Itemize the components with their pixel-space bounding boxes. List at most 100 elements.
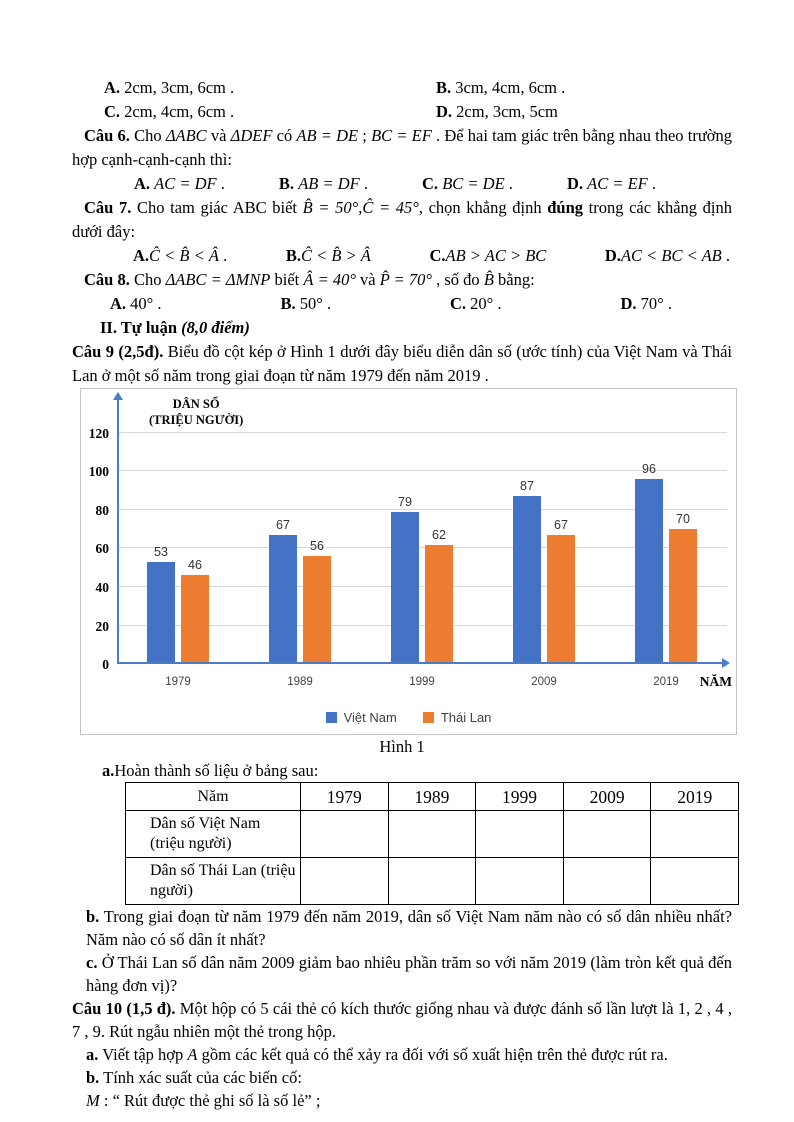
question-10-part-a: a. Viết tập hợp A gồm các kết quả có thể… bbox=[86, 1045, 668, 1064]
option-d: D. 2cm, 3cm, 5cm bbox=[436, 102, 558, 121]
table-empty-cell bbox=[475, 857, 564, 905]
bar-group-1989: 67 56 bbox=[269, 518, 331, 664]
option-a: A. AC = DF . bbox=[134, 174, 225, 193]
bar-1999: 79 bbox=[391, 495, 419, 664]
bar-Thái Lan-1979 bbox=[181, 575, 209, 664]
y-tick-label: 120 bbox=[88, 425, 109, 441]
legend-label: Thái Lan bbox=[440, 710, 492, 725]
gridline bbox=[117, 547, 727, 549]
question-6-text: Câu 6. Cho ΔABC và ΔDEF có AB = DE ; BC … bbox=[72, 126, 732, 169]
table-header-row: Năm 1979 1989 1999 2009 2019 bbox=[125, 782, 739, 811]
option-a: A. 2cm, 3cm, 6cm . bbox=[104, 78, 235, 97]
option-c: C. 20° . bbox=[450, 294, 502, 313]
figure-1-bar-chart: DÂN SỐ (TRIỆU NGƯỜI) 0 20 40 60 80 100 120 53 46… bbox=[80, 388, 737, 735]
bar-1979: 53 bbox=[147, 545, 175, 664]
x-axis-arrow-icon bbox=[722, 658, 730, 668]
bar-value-label: 79 bbox=[398, 494, 412, 509]
bar-groups: 53 46 67 56 79 62 87 67 96 70 bbox=[117, 431, 727, 664]
question-8-text: Câu 8. Cho ΔABC = ΔMNP biết Â = 40° và P… bbox=[84, 270, 535, 289]
y-axis-line bbox=[113, 392, 123, 664]
y-tick-label: 100 bbox=[88, 464, 109, 480]
table-row: Dân số Thái Lan (triệu người) bbox=[125, 857, 739, 905]
x-tick-label: 2009 bbox=[531, 676, 557, 688]
data-fill-table: Năm 1979 1989 1999 2009 2019 Dân số Việt… bbox=[125, 782, 739, 905]
row-label-thailand: Dân số Thái Lan (triệu người) bbox=[125, 857, 301, 905]
table-header-cell: 2009 bbox=[562, 782, 652, 811]
bar-Việt Nam-1999 bbox=[391, 511, 419, 664]
option-c: C.AB > AC > BC bbox=[429, 246, 547, 265]
x-axis-tick-labels: 1979 1989 1999 2009 2019 bbox=[117, 676, 727, 688]
bar-group-2019: 96 70 bbox=[635, 462, 697, 664]
bar-value-label: 96 bbox=[642, 462, 656, 477]
part-b-text: b. Trong giai đoạn từ năm 1979 đến năm 2… bbox=[86, 907, 732, 949]
table-empty-cell bbox=[387, 810, 477, 858]
bar-group-1979: 53 46 bbox=[147, 545, 209, 664]
option-b: B. AB = DF . bbox=[278, 174, 368, 193]
table-header-cell: 2019 bbox=[650, 782, 739, 811]
option-b: B. 3cm, 4cm, 6cm . bbox=[436, 78, 566, 97]
bar-value-label: 67 bbox=[554, 517, 568, 532]
x-tick-label: 2019 bbox=[653, 676, 679, 688]
legend-label: Việt Nam bbox=[343, 710, 397, 725]
x-tick-label: 1989 bbox=[287, 676, 313, 688]
table-header-cell: 1999 bbox=[475, 782, 564, 811]
option-d: D. AC = EF . bbox=[566, 174, 656, 193]
x-axis-title: NĂM bbox=[699, 674, 732, 689]
option-a: A. 40° . bbox=[110, 294, 162, 313]
table-empty-cell bbox=[300, 810, 389, 858]
bar-1979: 46 bbox=[181, 558, 209, 664]
x-tick-label: 1979 bbox=[165, 676, 191, 688]
table-empty-cell bbox=[300, 857, 389, 905]
question-6-options: A. AC = DF . B. AB = DF . C. BC = DE . D… bbox=[134, 172, 656, 196]
option-a: A.Ĉ < B̂ < Â . bbox=[133, 246, 228, 265]
y-tick-label: 20 bbox=[95, 618, 110, 634]
bar-2009: 87 bbox=[513, 479, 541, 664]
table-row: Dân số Việt Nam (triệu người) bbox=[125, 810, 739, 858]
bar-Thái Lan-1999 bbox=[425, 544, 453, 664]
y-tick-label: 80 bbox=[95, 502, 110, 518]
legend-item-Việt Nam: Việt Nam bbox=[325, 710, 397, 725]
question-7-text: Câu 7. Cho tam giác ABC biết B̂ = 50°,Ĉ … bbox=[72, 198, 732, 241]
option-d: D.AC < BC < AB . bbox=[604, 246, 730, 265]
bar-value-label: 67 bbox=[276, 517, 290, 532]
table-header-cell: Năm bbox=[125, 782, 301, 811]
bar-value-label: 70 bbox=[676, 512, 690, 527]
x-axis-line bbox=[117, 658, 730, 668]
table-empty-cell bbox=[562, 857, 652, 905]
option-c: C. 2cm, 4cm, 6cm . bbox=[104, 102, 235, 121]
option-b: B.Ĉ < B̂ > Â bbox=[285, 246, 371, 265]
option-d: D. 70° . bbox=[620, 294, 672, 313]
question-5-options-row-2: C. 2cm, 4cm, 6cm . D. 2cm, 3cm, 5cm bbox=[72, 100, 732, 124]
question-8-options: A. 40° . B. 50° . C. 20° . D. 70° . bbox=[110, 292, 672, 316]
y-tick-label: 40 bbox=[95, 579, 110, 595]
table-empty-cell bbox=[650, 810, 739, 858]
bar-value-label: 53 bbox=[154, 544, 168, 559]
y-tick-label: 0 bbox=[102, 657, 109, 672]
bar-Thái Lan-2009 bbox=[547, 534, 575, 664]
bar-Việt Nam-1989 bbox=[269, 534, 297, 664]
bar-Việt Nam-2009 bbox=[513, 496, 541, 664]
legend-swatch-icon bbox=[422, 712, 434, 723]
gridline bbox=[117, 431, 727, 433]
y-axis-arrow-icon bbox=[113, 392, 123, 400]
table-empty-cell bbox=[562, 810, 652, 858]
question-7-options: A.Ĉ < B̂ < Â . B.Ĉ < B̂ > Â C.AB > AC > … bbox=[133, 244, 730, 268]
gridline bbox=[117, 624, 727, 626]
x-tick-label: 1999 bbox=[409, 676, 435, 688]
bar-2019: 96 bbox=[635, 462, 663, 664]
table-empty-cell bbox=[475, 810, 564, 858]
gridline bbox=[117, 585, 727, 587]
bar-value-label: 62 bbox=[432, 527, 446, 542]
event-m-text: M : “ Rút được thẻ ghi số là số lẻ” ; bbox=[86, 1091, 321, 1110]
part-c-text: c. Ở Thái Lan số dân năm 2009 giảm bao n… bbox=[86, 953, 732, 995]
gridline bbox=[117, 470, 727, 472]
section-2-heading: II. Tự luận (8,0 điểm) bbox=[100, 318, 250, 337]
table-header-cell: 1989 bbox=[387, 782, 477, 811]
bar-Thái Lan-2019 bbox=[669, 529, 697, 664]
bar-2019: 70 bbox=[669, 512, 697, 664]
option-c: C. BC = DE . bbox=[422, 174, 513, 193]
bar-value-label: 87 bbox=[520, 479, 534, 494]
bar-1989: 56 bbox=[303, 539, 331, 664]
y-axis-title: DÂN SỐ (TRIỆU NGƯỜI) bbox=[149, 397, 244, 427]
